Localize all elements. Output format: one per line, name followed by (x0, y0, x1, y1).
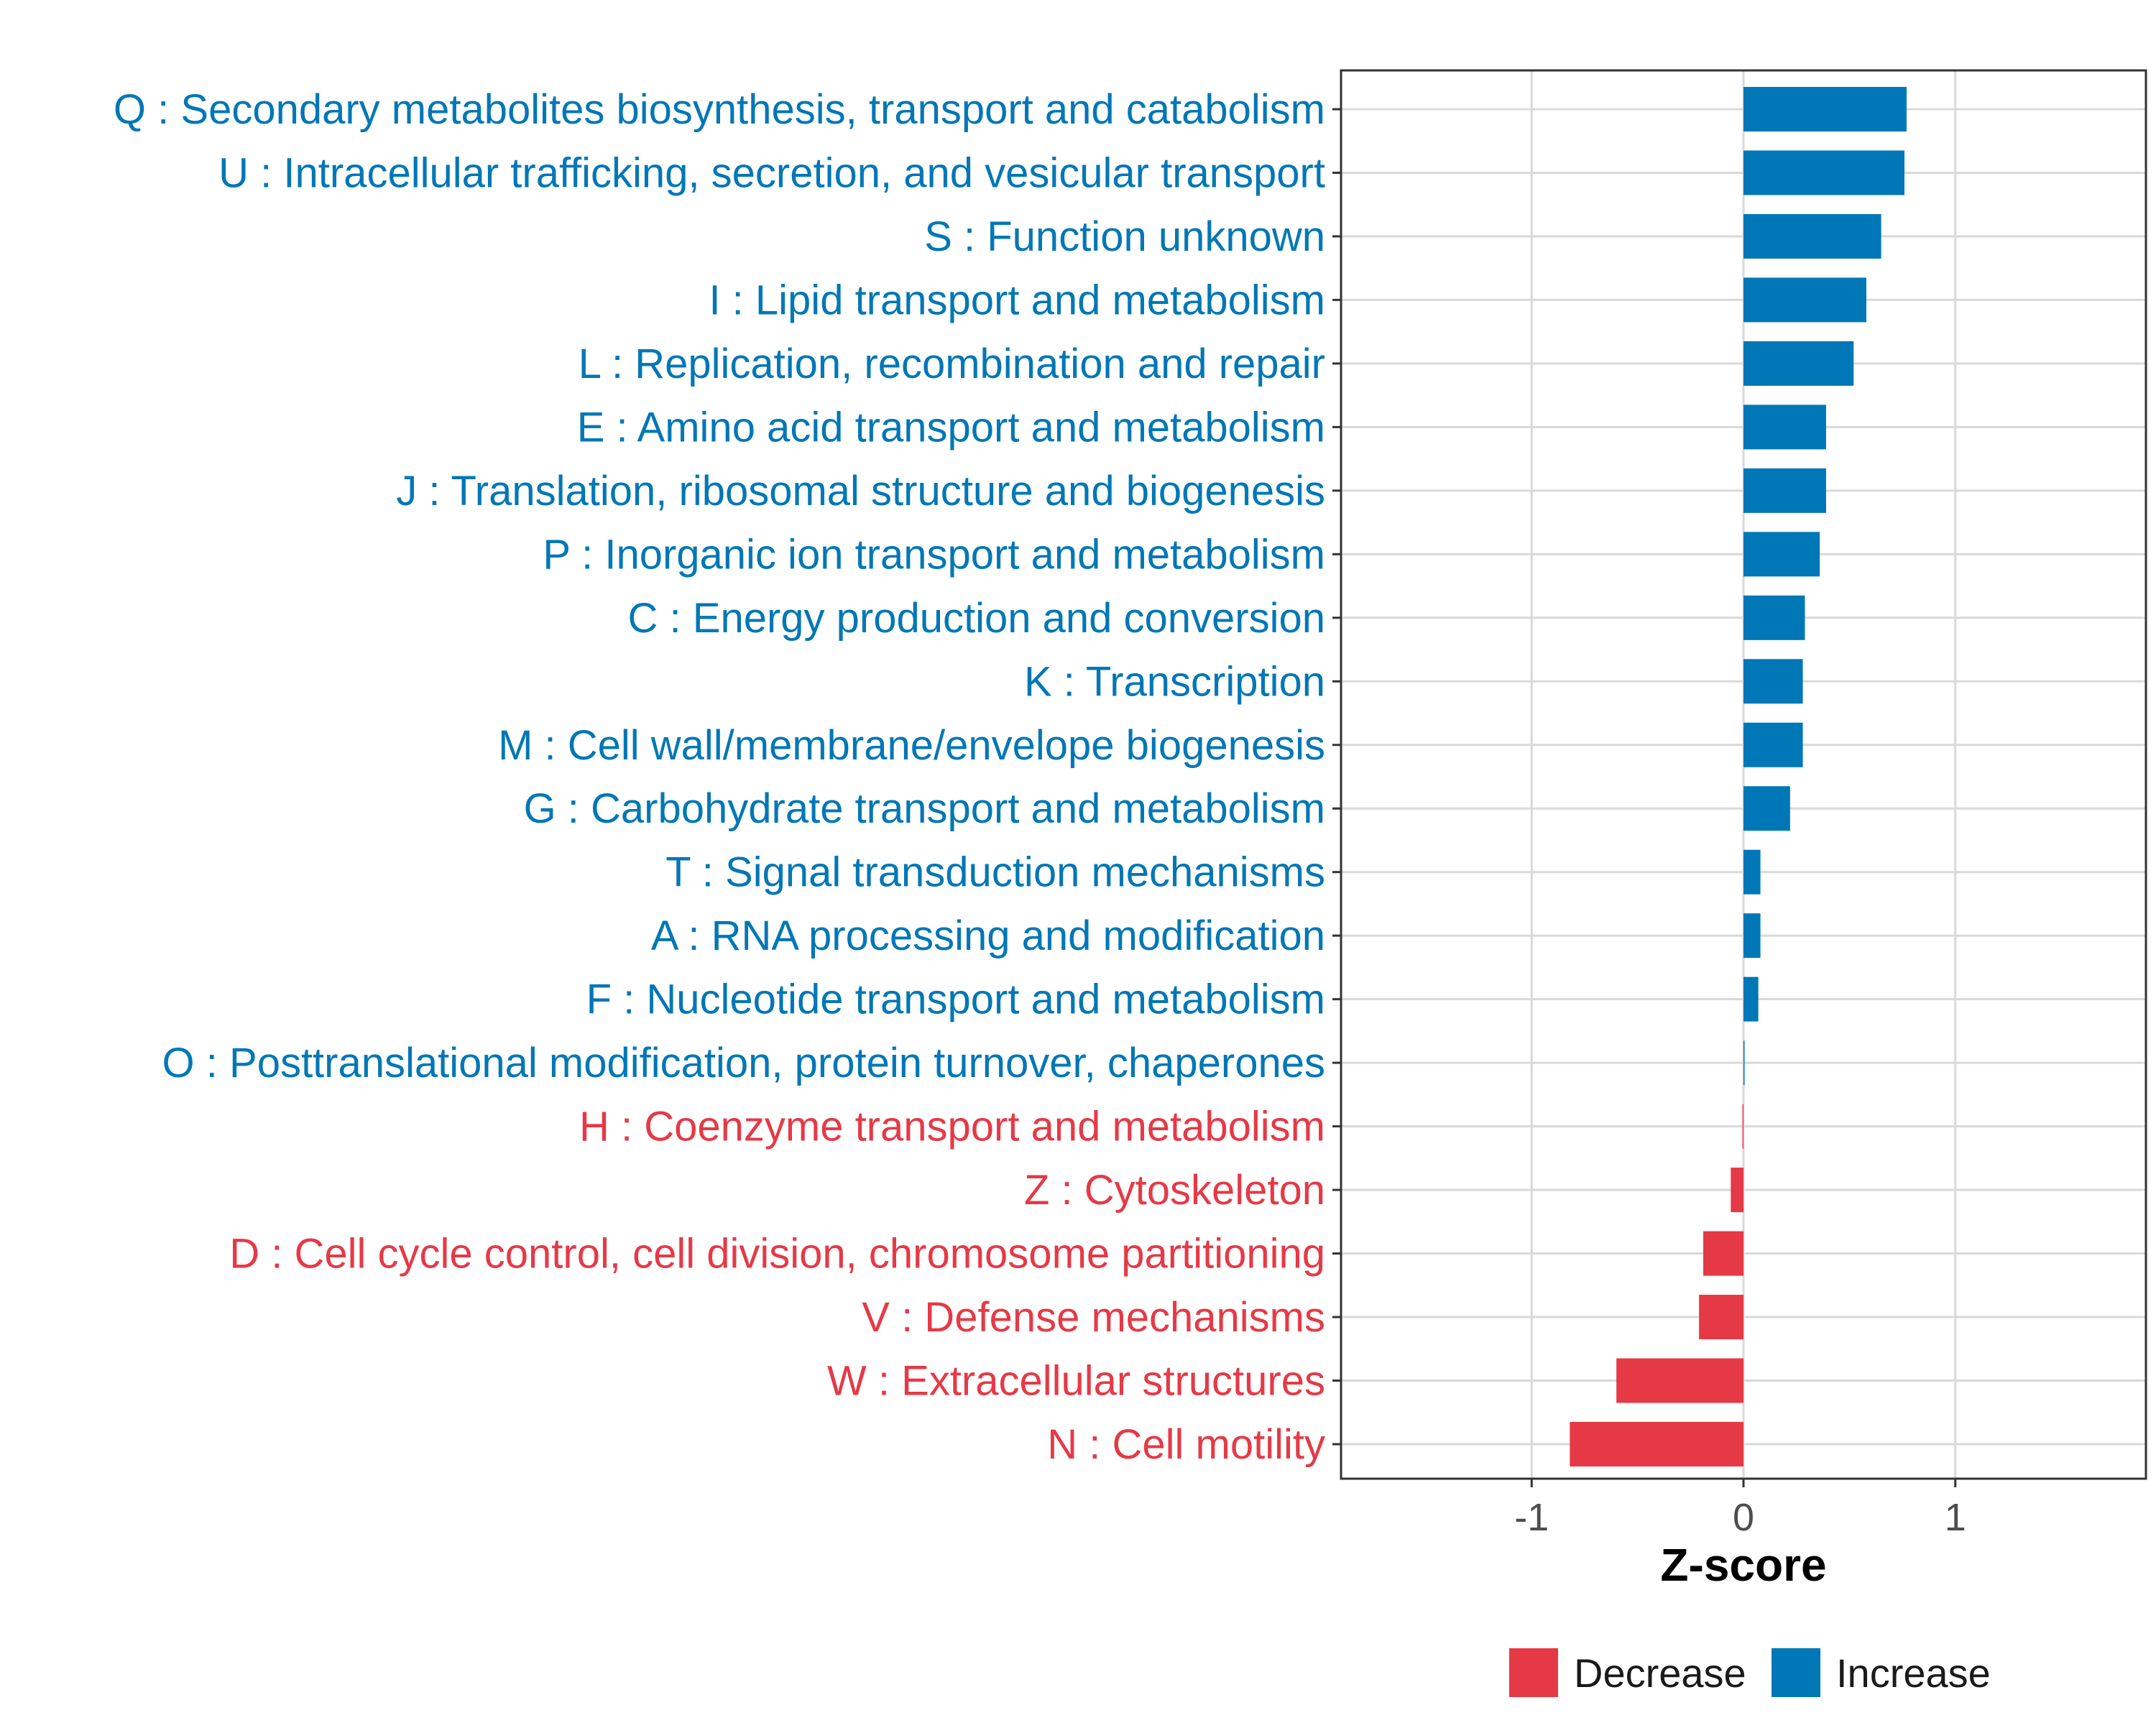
legend-label: Decrease (1574, 1650, 1746, 1696)
y-tick-label: T : Signal transduction mechanisms (665, 849, 1325, 896)
bar (1743, 341, 1854, 386)
x-tick-label: -1 (1514, 1496, 1549, 1539)
bar (1743, 913, 1761, 958)
bar (1743, 468, 1826, 513)
y-tick-label: Q : Secondary metabolites biosynthesis, … (114, 86, 1325, 133)
bar (1699, 1295, 1743, 1340)
y-tick-label: G : Carbohydrate transport and metabolis… (524, 785, 1325, 832)
bar (1731, 1168, 1743, 1213)
y-tick-label: U : Intracellular trafficking, secretion… (218, 149, 1325, 196)
y-tick-label: C : Energy production and conversion (628, 595, 1325, 642)
y-tick-label: I : Lipid transport and metabolism (709, 277, 1325, 323)
bar (1616, 1358, 1743, 1403)
y-tick-label: F : Nucleotide transport and metabolism (586, 976, 1325, 1023)
bar-layer (1570, 87, 1907, 1466)
bar (1743, 150, 1904, 195)
legend-swatch (1772, 1648, 1820, 1697)
y-tick-label: V : Defense mechanisms (862, 1294, 1325, 1341)
y-tick-label: O : Posttranslational modification, prot… (162, 1040, 1325, 1086)
bar (1703, 1231, 1743, 1276)
y-tick-label: E : Amino acid transport and metabolism (577, 404, 1325, 451)
legend-label: Increase (1836, 1650, 1991, 1696)
bar (1743, 277, 1866, 323)
bar (1743, 532, 1820, 577)
bar (1743, 595, 1805, 640)
y-tick-label: A : RNA processing and modification (651, 912, 1325, 959)
bar (1570, 1422, 1743, 1466)
y-tick-label: D : Cell cycle control, cell division, c… (229, 1231, 1325, 1277)
x-tick-label: 0 (1733, 1496, 1754, 1539)
bar (1743, 1040, 1745, 1086)
y-tick-label: H : Coenzyme transport and metabolism (579, 1104, 1325, 1150)
y-tick-label: L : Replication, recombination and repai… (579, 341, 1325, 387)
y-tick-label: W : Extracellular structures (827, 1358, 1325, 1405)
bar (1743, 213, 1881, 259)
y-tick-label: S : Function unknown (924, 213, 1325, 260)
bar (1743, 722, 1803, 767)
bar (1743, 87, 1907, 131)
bar (1743, 786, 1790, 831)
bar (1743, 849, 1761, 895)
x-axis: -1 0 1 (1514, 1479, 1966, 1539)
y-tick-label: K : Transcription (1024, 658, 1325, 705)
bar (1743, 659, 1803, 704)
y-tick-label: P : Inorganic ion transport and metaboli… (543, 531, 1325, 578)
y-tick-label: M : Cell wall/membrane/envelope biogenes… (498, 722, 1325, 769)
legend: Decrease Increase (1509, 1648, 1991, 1697)
bar (1743, 405, 1826, 450)
x-axis-title: Z-score (1660, 1539, 1826, 1591)
y-tick-label: N : Cell motility (1047, 1421, 1325, 1468)
bar (1742, 1104, 1744, 1149)
y-tick-label: J : Translation, ribosomal structure and… (396, 468, 1325, 514)
legend-swatch (1509, 1648, 1558, 1697)
y-axis: Q : Secondary metabolites biosynthesis, … (114, 86, 1341, 1468)
y-tick-label: Z : Cytoskeleton (1024, 1167, 1325, 1214)
bar (1743, 976, 1759, 1022)
x-tick-label: 1 (1945, 1496, 1966, 1539)
